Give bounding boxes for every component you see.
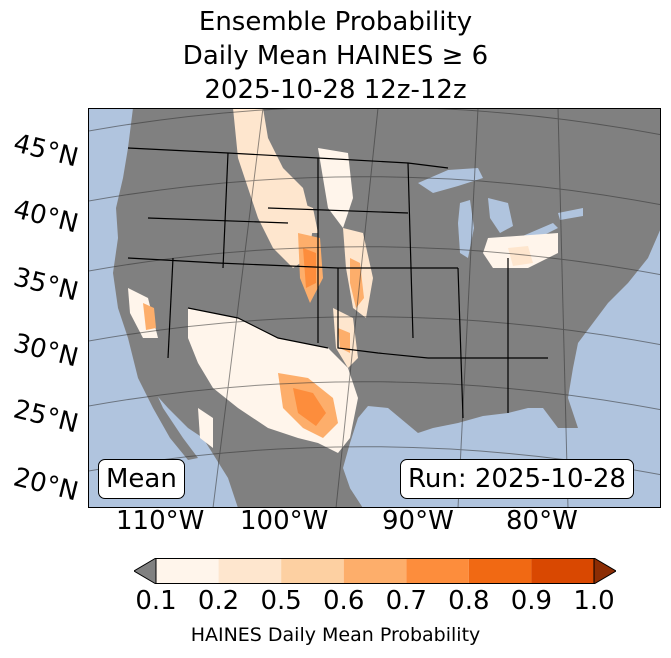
title-line-3: 2025-10-28 12z-12z [204, 75, 467, 105]
lat-label-20: 20°N [10, 462, 82, 508]
colorbar-tick-label: 0.7 [385, 586, 427, 616]
colorbar-segment [281, 558, 344, 584]
title-line-1: Ensemble Probability [198, 7, 473, 37]
run-box: Run: 2025-10-28 [400, 459, 634, 499]
colorbar-tick-label: 0.5 [260, 586, 302, 616]
lake-ontario [558, 208, 583, 220]
colorbar [134, 558, 616, 584]
colorbar-tick-label: 0.6 [323, 586, 365, 616]
title-line-2: Daily Mean HAINES ≥ 6 [182, 41, 489, 71]
colorbar-tick-label: 1.0 [573, 586, 615, 616]
colorbar-segment [218, 558, 282, 584]
lat-label-30: 30°N [10, 328, 82, 374]
colorbar-extend-high [593, 558, 616, 584]
lon-label-100w: 100°W [240, 506, 329, 536]
colorbar-segment [406, 558, 469, 584]
lon-label-90w: 90°W [382, 506, 454, 536]
lon-label-110w: 110°W [116, 506, 205, 536]
lat-label-40: 40°N [10, 194, 82, 240]
colorbar-tick-label: 0.2 [197, 586, 240, 616]
graticule [88, 108, 661, 508]
probability-shading [128, 108, 558, 453]
colorbar-segment [156, 558, 219, 584]
colorbar-tick-label: 0.8 [448, 586, 490, 616]
colorbar-tick-label: 0.1 [135, 586, 177, 616]
colorbar-tick-label: 0.9 [510, 586, 553, 616]
colorbar-segment [343, 558, 407, 584]
land-mass [88, 108, 661, 508]
colorbar-segment [468, 558, 532, 584]
lake-superior [418, 168, 483, 193]
lat-label-25: 25°N [10, 394, 82, 440]
lat-label-45: 45°N [10, 128, 82, 174]
lake-michigan [458, 200, 474, 258]
lake-huron [488, 198, 513, 233]
political-borders [127, 147, 548, 419]
lon-label-80w: 80°W [506, 506, 578, 536]
colorbar-label: HAINES Daily Mean Probability [190, 624, 481, 646]
stat-box: Mean [98, 459, 185, 499]
colorbar-frame [155, 558, 595, 584]
probability-map [88, 108, 661, 508]
colorbar-segment [531, 558, 594, 584]
colorbar-extend-low [134, 558, 157, 584]
lat-label-35: 35°N [10, 262, 82, 308]
baja-california [133, 358, 198, 460]
